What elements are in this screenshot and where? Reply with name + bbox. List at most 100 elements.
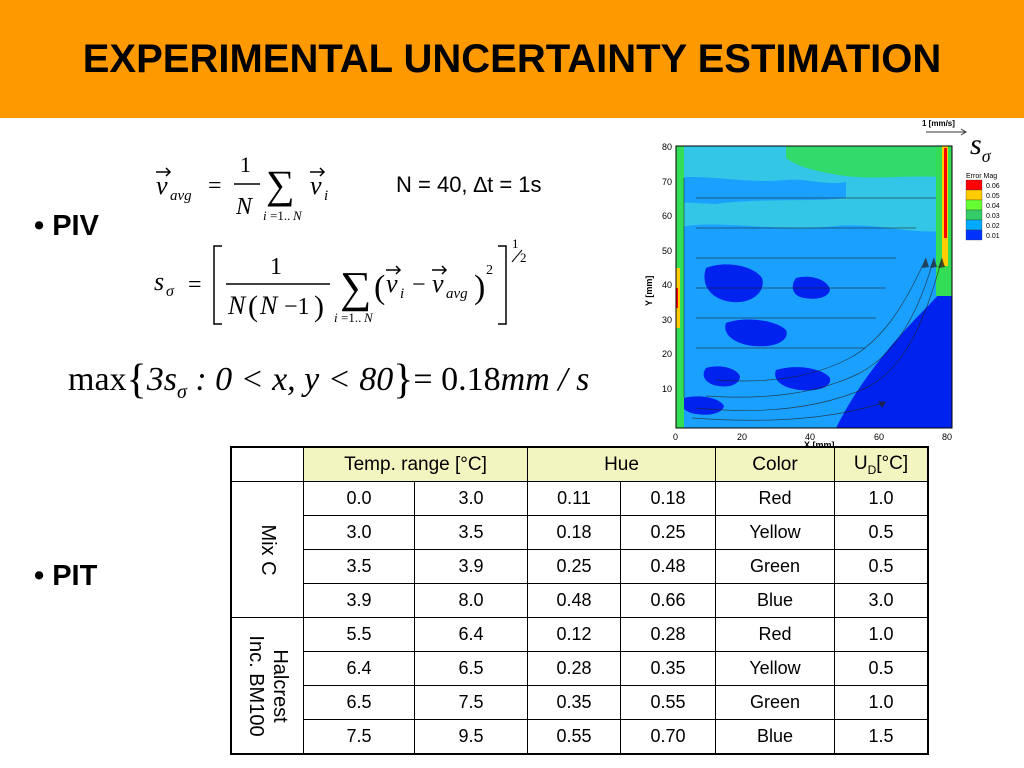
table-cell: Blue	[715, 719, 835, 755]
table-header-row: Temp. range [°C] Hue Color UD[°C]	[230, 446, 929, 482]
table-cell: 0.66	[620, 583, 716, 618]
table-cell: 3.9	[303, 583, 415, 618]
table-cell: 6.4	[303, 651, 415, 686]
legend-level: 0.05	[986, 193, 1000, 200]
table-cell: 0.5	[834, 515, 929, 550]
svg-text:): )	[474, 269, 485, 306]
table-cell: 1.0	[834, 617, 929, 652]
group-label: Mix C	[256, 523, 279, 576]
svg-text:=1..: =1..	[341, 310, 361, 325]
table-cell: 3.5	[303, 549, 415, 584]
table-row: 3.9 8.0 0.48 0.66 Blue 3.0	[231, 583, 929, 618]
y-tick-20: 20	[662, 349, 672, 359]
y-tick-70: 70	[662, 177, 672, 187]
x-tick-0: 0	[673, 432, 678, 442]
group-label: Halcrest Inc. BM100	[244, 634, 291, 737]
table-cell: 0.48	[527, 583, 621, 618]
svg-text:−1: −1	[284, 294, 310, 320]
table-cell: 6.4	[414, 617, 528, 652]
legend-title: Error Mag	[966, 173, 997, 180]
y-tick-40: 40	[662, 280, 672, 290]
svg-text:1: 1	[512, 236, 519, 251]
header-temp-range: Temp. range [°C]	[303, 446, 528, 482]
legend-level: 0.06	[986, 183, 1000, 190]
legend-swatch	[965, 219, 983, 231]
table-cell: 0.11	[527, 481, 621, 516]
svg-text:i: i	[334, 310, 338, 325]
table-cell: 0.25	[527, 549, 621, 584]
table-cell: 3.0	[834, 583, 929, 618]
legend-level: 0.02	[986, 223, 1000, 230]
table-cell: 0.28	[527, 651, 621, 686]
svg-text:i: i	[263, 208, 267, 223]
title-bar	[0, 0, 1024, 118]
svg-text:N: N	[259, 291, 279, 320]
svg-text:s: s	[154, 267, 164, 296]
calibration-table: Temp. range [°C] Hue Color UD[°C] Mix C 0…	[230, 446, 929, 755]
header-hue: Hue	[527, 446, 716, 482]
equation-parameters: N = 40, ∆t = 1s	[396, 172, 542, 197]
table-cell: 9.5	[414, 719, 528, 755]
table-cell: 1.5	[834, 719, 929, 755]
legend-level: 0.01	[986, 233, 1000, 240]
table-row: 6.5 7.5 0.35 0.55 Green 1.0	[231, 685, 929, 720]
svg-text:=: =	[188, 272, 202, 298]
table-cell: Green	[715, 685, 835, 720]
table-cell: 3.0	[303, 515, 415, 550]
equation-v-avg: v avg = 1 N ∑ i =1.. N v i	[156, 152, 328, 223]
svg-text:2: 2	[486, 263, 493, 278]
y-tick-10: 10	[662, 384, 672, 394]
table-cell: 0.35	[620, 651, 716, 686]
table-cell: 0.0	[303, 481, 415, 516]
table-row: Mix C 0.0 3.0 0.11 0.18 Red 1.0	[230, 481, 929, 618]
table-cell: 0.70	[620, 719, 716, 755]
x-axis-label: X [mm]	[804, 440, 835, 448]
table-cell: 1.0	[834, 685, 929, 720]
table-cell: 1.0	[834, 481, 929, 516]
y-axis: 80 70 60 50 40 30 20 10	[662, 142, 672, 394]
table-cell: Red	[715, 481, 835, 516]
legend-level: 0.04	[986, 203, 1000, 210]
table-cell: Green	[715, 549, 835, 584]
table-cell: Yellow	[715, 515, 835, 550]
svg-text:σ: σ	[166, 283, 175, 300]
table-cell: 0.28	[620, 617, 716, 652]
svg-text:v: v	[432, 269, 444, 298]
svg-text:=1..: =1..	[270, 208, 290, 223]
svg-text:v: v	[310, 171, 322, 200]
table-cell: 0.18	[527, 515, 621, 550]
y-tick-60: 60	[662, 211, 672, 221]
contour-field	[676, 146, 952, 428]
plot-symbol: sσ	[970, 128, 992, 166]
svg-text:1: 1	[270, 254, 282, 280]
table-row: 6.4 6.5 0.28 0.35 Yellow 0.5	[231, 651, 929, 686]
table-cell: 0.55	[527, 719, 621, 755]
svg-text:−: −	[412, 272, 426, 298]
table-row: 3.0 3.5 0.18 0.25 Yellow 0.5	[231, 515, 929, 550]
table-row: 7.5 9.5 0.55 0.70 Blue 1.5	[231, 719, 929, 755]
legend: Error Mag 0.06 0.05 0.04 0.03 0.02 0.01	[965, 173, 1000, 241]
y-tick-50: 50	[662, 246, 672, 256]
svg-text:avg: avg	[446, 286, 468, 302]
x-tick-80: 80	[942, 432, 952, 442]
svg-text:i: i	[324, 188, 328, 204]
table-cell: 6.5	[414, 651, 528, 686]
slide-title: EXPERIMENTAL UNCERTAINTY ESTIMATION	[82, 37, 942, 81]
svg-text:=: =	[208, 173, 222, 199]
table-cell: 7.5	[414, 685, 528, 720]
max-unit: mm / s	[500, 361, 590, 398]
table-cell: 3.9	[414, 549, 528, 584]
scale-label: 1 [mm/s]	[922, 119, 955, 128]
x-tick-60: 60	[874, 432, 884, 442]
table-cell: 0.12	[527, 617, 621, 652]
svg-text:v: v	[386, 269, 398, 298]
legend-swatch	[965, 209, 983, 221]
svg-text:v: v	[156, 171, 168, 200]
bullet-pit: • PIT	[34, 560, 98, 592]
max-inner: 3s	[146, 361, 177, 398]
y-axis-label: Y [mm]	[644, 276, 654, 306]
equation-max: max{3sσ : 0 < x, y < 80}= 0.18mm / s	[68, 357, 590, 403]
table-cell: Yellow	[715, 651, 835, 686]
x-tick-40: 40	[805, 432, 815, 442]
svg-text:(: (	[374, 269, 385, 306]
